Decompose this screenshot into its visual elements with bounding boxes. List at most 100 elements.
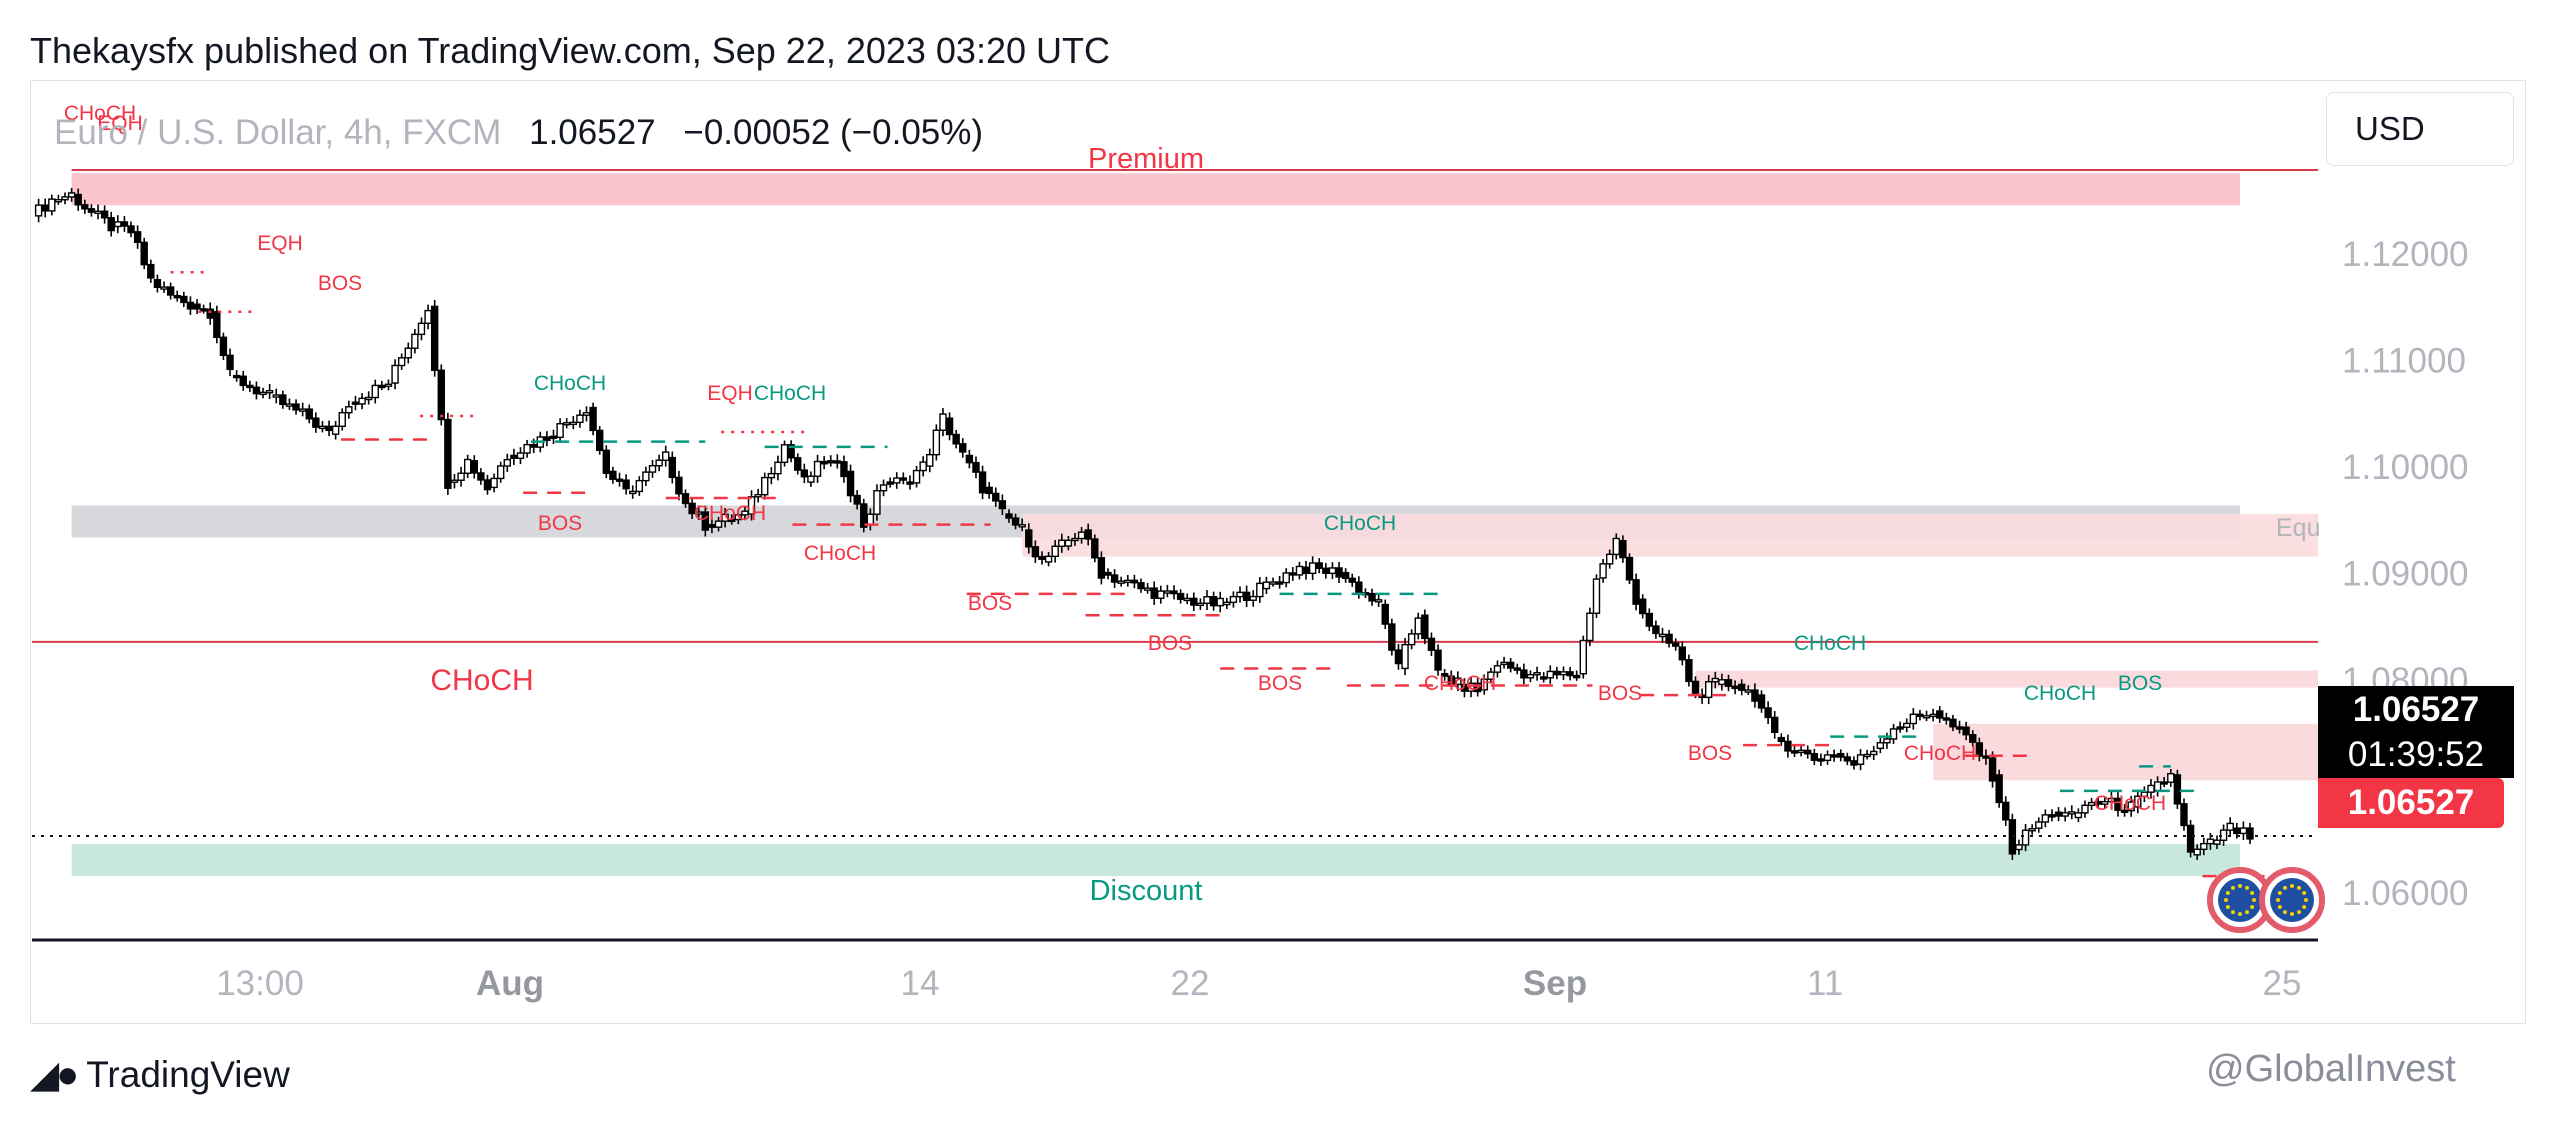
candle-body: [305, 408, 313, 420]
structure-label-2: EQH: [257, 232, 303, 255]
candle-body: [761, 476, 769, 496]
candle-body: [2021, 829, 2030, 846]
candle-body: [1176, 592, 1185, 600]
structure-label-0: EQH: [97, 112, 143, 135]
candle-body: [1638, 598, 1647, 615]
candle-body: [635, 479, 644, 493]
x-tick-label-6: 25: [2263, 964, 2302, 1003]
candle-body: [721, 513, 729, 522]
candle-body: [100, 210, 109, 219]
candle-body: [945, 417, 954, 436]
candle-body: [397, 357, 406, 367]
structure-label-6: CHoCH: [754, 382, 826, 405]
candle-body: [2246, 827, 2254, 840]
candle-body: [714, 520, 723, 528]
candle-body: [1955, 726, 1964, 730]
currency-button[interactable]: USD: [2326, 92, 2514, 166]
candle-body: [437, 369, 445, 421]
candle-body: [1493, 665, 1502, 673]
candle-body: [1025, 529, 1033, 548]
candle-body: [351, 401, 360, 405]
candle-body: [2081, 804, 2089, 814]
candle-body: [345, 406, 353, 414]
tradingview-logo[interactable]: ◢● TradingView: [30, 1052, 290, 1097]
candle-body: [615, 478, 624, 482]
candle-body: [2180, 803, 2188, 827]
x-tick-label-0: 13:00: [216, 964, 304, 1003]
symbol-last-price: 1.06527: [529, 113, 656, 152]
candle-body: [2173, 774, 2182, 805]
candle-body: [2213, 839, 2221, 845]
candle-body: [675, 476, 683, 495]
candle-body: [1058, 539, 1066, 547]
candle-body: [932, 429, 941, 456]
candle-body: [2035, 821, 2043, 829]
candle-body: [1223, 601, 1231, 606]
price-label: 1.06527: [2318, 686, 2514, 734]
candle-body: [444, 418, 452, 489]
candle-body: [259, 391, 267, 396]
candle-body: [1170, 590, 1178, 595]
candle-body: [1137, 582, 1145, 590]
candle-body: [114, 221, 122, 228]
candle-body: [173, 295, 181, 299]
candle-body: [939, 413, 947, 431]
candle-body: [2048, 814, 2056, 818]
candle-body: [510, 454, 518, 459]
candle-body: [239, 375, 247, 387]
candle-body: [562, 422, 571, 426]
eu-star-icon: [2238, 912, 2242, 916]
candle-body: [1790, 750, 1799, 754]
candle-body: [2068, 811, 2076, 815]
candle-body: [41, 204, 49, 212]
candle-body: [1982, 755, 1990, 759]
eu-star-icon: [2250, 891, 2255, 895]
candle-body: [1645, 612, 1653, 627]
candle-body: [1038, 555, 1046, 560]
eu-star-icon: [2231, 910, 2235, 915]
candle-body: [312, 417, 320, 428]
candle-body: [873, 490, 881, 515]
candle-body: [1335, 567, 1343, 578]
candle-body: [67, 192, 76, 198]
candle-body: [1236, 591, 1244, 598]
candle-body: [1506, 661, 1515, 669]
candle-body: [2054, 811, 2063, 817]
candle-body: [1817, 758, 1825, 762]
structure-label-14: CHoCH: [1424, 672, 1496, 695]
candle-body: [582, 412, 591, 416]
candle-body: [1883, 738, 1891, 744]
eu-star-icon: [2250, 905, 2255, 909]
candle-body: [1130, 579, 1139, 584]
candle-body: [1777, 736, 1786, 743]
candle-body: [1209, 596, 1218, 607]
eu-star-icon: [2238, 884, 2242, 888]
candle-body: [2140, 791, 2149, 797]
candle-body: [1850, 760, 1858, 766]
candle-body: [965, 454, 974, 464]
candle-body: [2041, 814, 2050, 823]
eu-star-icon: [2302, 891, 2307, 895]
candle-body: [411, 333, 419, 349]
candle-body: [391, 364, 399, 384]
candle-body: [2101, 800, 2109, 805]
candle-body: [2002, 801, 2010, 821]
candle-body: [1203, 596, 1211, 605]
candle-body: [1011, 517, 1020, 526]
premium-label: Premium: [1088, 143, 1204, 175]
x-tick-label-1: Aug: [476, 964, 544, 1003]
candle-body: [279, 394, 287, 406]
candle-body: [1764, 707, 1772, 719]
candle-body: [1084, 529, 1092, 540]
candle-body: [1150, 587, 1158, 599]
candle-body: [298, 408, 307, 412]
tv-logo-icon: ◢●: [30, 1054, 79, 1096]
candle-body: [364, 396, 373, 401]
candle-body: [2233, 827, 2241, 835]
candle-body: [1064, 539, 1073, 547]
candle-body: [1625, 556, 1634, 581]
candle-body: [1005, 513, 1013, 519]
structure-label-1: CHoCH: [64, 102, 136, 125]
candle-body: [1586, 612, 1594, 642]
